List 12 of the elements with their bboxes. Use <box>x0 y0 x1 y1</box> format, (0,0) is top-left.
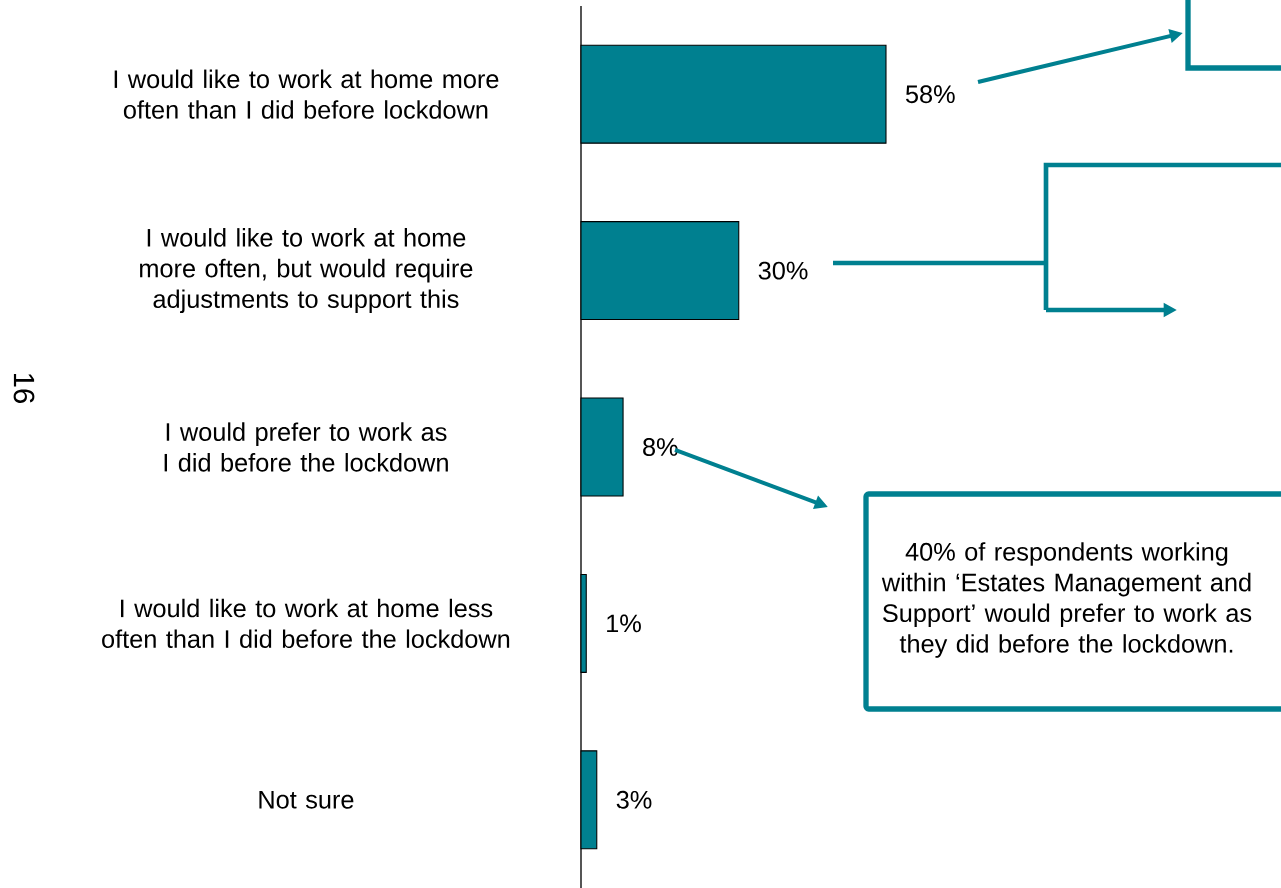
data-label: 8% <box>643 438 678 456</box>
data-label: 1% <box>607 614 641 633</box>
text: 16 <box>13 373 35 404</box>
y-tick-label: I would like to work at home more often, but would require adjustments to support this <box>140 228 473 314</box>
data-label: 3% <box>616 790 652 809</box>
data-label: 30% <box>758 261 808 280</box>
annotation: 40% of respondents working within ‘Estates Management and Support’ would prefer to work as they did before the lockdown. <box>881 542 1252 658</box>
y-tick-label: I would prefer to work as I did before the lockdown <box>164 422 448 472</box>
data-label: 58% <box>905 85 955 104</box>
y-tick-label: Not sure <box>259 790 354 809</box>
y-tick-label: I would like to work at home more often than I did before lockdown <box>114 69 499 119</box>
y-tick-label: I would like to work at home less often than I did before the lockdown <box>102 598 510 649</box>
